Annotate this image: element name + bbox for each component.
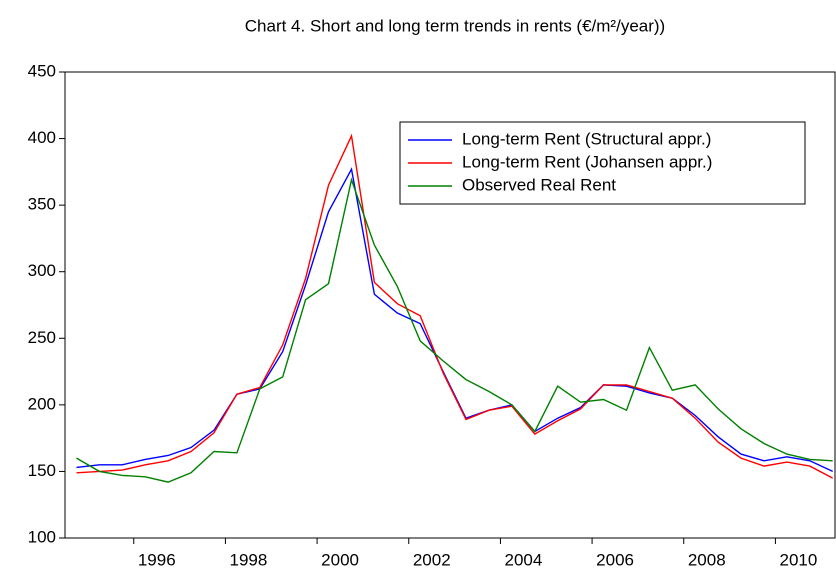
x-tick-label: 1998 xyxy=(230,550,268,569)
x-tick-label: 2000 xyxy=(321,550,359,569)
y-tick-label: 250 xyxy=(28,328,56,347)
legend-label: Observed Real Rent xyxy=(462,175,616,194)
y-tick-label: 200 xyxy=(28,394,56,413)
x-tick-label: 1996 xyxy=(138,550,176,569)
legend-label: Long-term Rent (Structural appr.) xyxy=(462,129,711,148)
plot-frame xyxy=(64,71,836,539)
y-tick-label: 350 xyxy=(28,195,56,214)
y-tick-label: 300 xyxy=(28,261,56,280)
x-tick-label: 2008 xyxy=(688,550,726,569)
y-tick-label: 450 xyxy=(28,61,56,80)
x-tick-label: 2006 xyxy=(596,550,634,569)
x-tick-label: 2004 xyxy=(505,550,543,569)
legend-label: Long-term Rent (Johansen appr.) xyxy=(462,152,712,171)
series-line xyxy=(76,133,834,479)
chart-title: Chart 4. Short and long term trends in r… xyxy=(245,16,665,35)
series-line xyxy=(76,167,833,473)
y-tick-label: 150 xyxy=(28,461,56,480)
y-tick-label: 100 xyxy=(28,527,56,546)
series-line xyxy=(76,177,833,483)
legend-box xyxy=(399,121,806,205)
y-tick-label: 400 xyxy=(28,128,56,147)
x-tick-label: 2010 xyxy=(780,550,818,569)
x-tick-label: 2002 xyxy=(413,550,451,569)
